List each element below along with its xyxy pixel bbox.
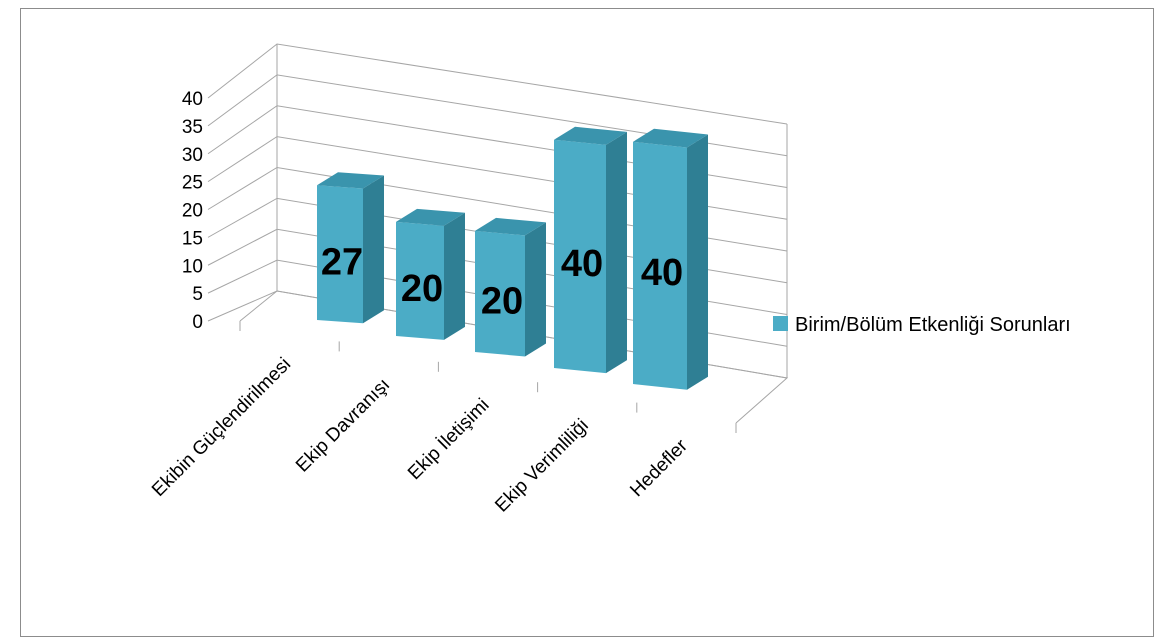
y-tick-label: 25 bbox=[182, 173, 203, 194]
gridline bbox=[207, 74, 788, 157]
bar bbox=[633, 128, 708, 390]
y-tick-label: 0 bbox=[192, 312, 203, 333]
bar-top bbox=[633, 128, 708, 148]
legend-swatch bbox=[773, 316, 788, 331]
gridline bbox=[207, 43, 788, 125]
bar-side bbox=[363, 175, 384, 324]
legend-entry: Birim/Bölüm Etkenliği Sorunları bbox=[795, 314, 1071, 336]
bar-front bbox=[554, 139, 606, 374]
bar bbox=[317, 172, 384, 324]
bar-front bbox=[475, 230, 525, 357]
bar-front bbox=[633, 141, 687, 390]
y-tick-label: 40 bbox=[182, 89, 203, 110]
bar-top bbox=[396, 208, 465, 226]
bar-side bbox=[687, 134, 708, 390]
bar-side bbox=[606, 131, 627, 374]
bar-top bbox=[317, 172, 384, 189]
bar-side bbox=[444, 212, 465, 340]
y-tick-label: 5 bbox=[192, 284, 203, 305]
bar-top bbox=[475, 217, 546, 236]
bar bbox=[554, 126, 627, 374]
bar-front bbox=[396, 221, 444, 340]
bar-side bbox=[525, 222, 546, 357]
bars bbox=[317, 126, 708, 390]
y-tick-label: 10 bbox=[182, 256, 203, 277]
data-label: 40 bbox=[561, 243, 603, 285]
data-label: 27 bbox=[321, 242, 363, 284]
data-label: 20 bbox=[401, 268, 443, 310]
data-label: 40 bbox=[641, 252, 683, 294]
y-tick-label: 15 bbox=[182, 228, 203, 249]
y-axis-ticks: 0 5 10 15 20 25 30 35 40 bbox=[182, 89, 203, 333]
y-tick-label: 35 bbox=[182, 117, 203, 138]
legend: Birim/Bölüm Etkenliği Sorunları bbox=[773, 314, 1071, 336]
bar bbox=[396, 208, 465, 340]
y-tick-label: 20 bbox=[182, 201, 203, 222]
bar bbox=[475, 217, 546, 357]
y-tick-label: 30 bbox=[182, 145, 203, 166]
bar-front bbox=[317, 185, 363, 324]
bar-top bbox=[554, 126, 627, 145]
data-labels: 27 20 20 40 40 bbox=[321, 242, 683, 323]
data-label: 20 bbox=[481, 280, 523, 322]
